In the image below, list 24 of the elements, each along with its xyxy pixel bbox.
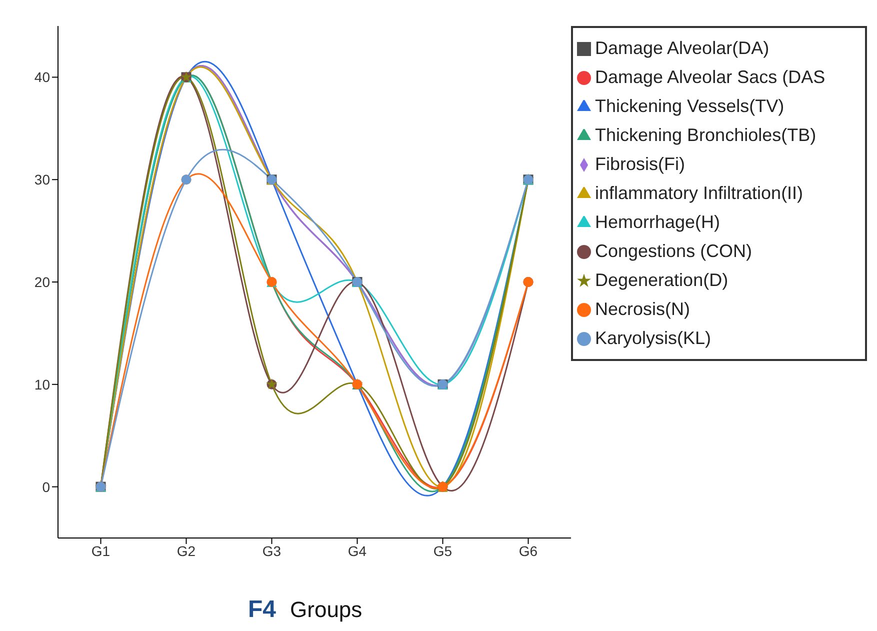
legend-label: Degeneration(D): [595, 270, 728, 290]
text: F4: [248, 596, 276, 624]
legend-label: Necrosis(N): [595, 299, 690, 319]
legend-label: Damage Alveolar Sacs (DAS: [595, 67, 826, 87]
legend-label: inflammatory Infiltration(II): [595, 183, 804, 203]
legend-label: Damage Alveolar(DA): [595, 38, 770, 58]
y-tick-label: 20: [34, 274, 50, 290]
legend-label: Thickening Vessels(TV): [595, 96, 784, 116]
x-tick-label: G4: [348, 542, 367, 559]
y-tick-label: 0: [42, 478, 50, 495]
x-tick-label: G1: [91, 542, 110, 559]
x-tick-label: G6: [518, 542, 538, 559]
legend-label: Thickening Bronchioles(TB): [595, 125, 816, 145]
legend-label: Karyolysis(KL): [595, 328, 712, 348]
x-tick-label: G2: [176, 542, 196, 559]
y-tick-label: 30: [34, 172, 50, 188]
y-tick-label: 40: [34, 69, 50, 86]
legend-label: Hemorrhage(H): [595, 212, 720, 232]
legend-label: Fibrosis(Fi): [595, 154, 685, 174]
legend-label: Congestions (CON): [595, 241, 752, 261]
x-tick-label: G5: [433, 542, 452, 559]
y-tick-label: 10: [34, 376, 50, 392]
x-axis-title: Groups: [290, 597, 362, 623]
x-tick-label: G3: [262, 542, 282, 559]
